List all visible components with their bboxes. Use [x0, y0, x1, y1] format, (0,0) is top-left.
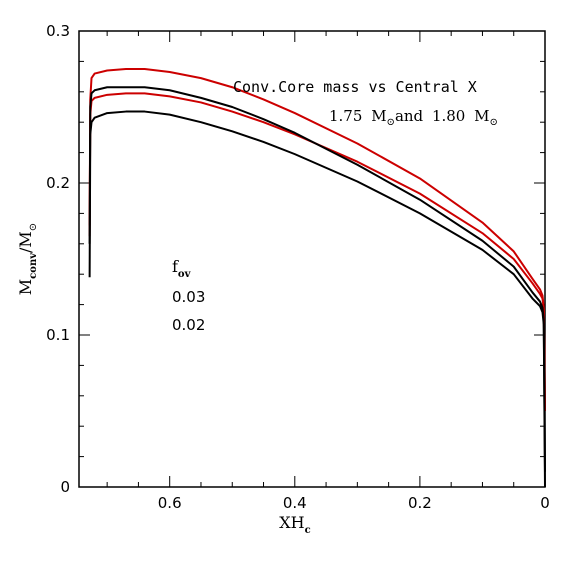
y-tick-label: 0.1: [46, 326, 70, 344]
y-tick-label: 0.3: [46, 22, 70, 40]
plot-frame: [78, 30, 546, 488]
series-line-1: [88, 68, 546, 412]
x-tick-label: 0.2: [408, 494, 432, 512]
legend-entry-fov-002: 0.02: [172, 316, 205, 334]
y-axis-label: Mconv/M⊙: [16, 223, 39, 295]
ticks: 0.6 0.4 0.2 0 0 0.1 0.2 0.3: [46, 22, 550, 512]
series-layer: [88, 68, 546, 488]
series-line-2: [88, 92, 546, 412]
series-line-4: [88, 110, 546, 488]
series-line-3: [88, 86, 546, 472]
x-tick-label: 0.4: [283, 494, 307, 512]
y-tick-label: 0.2: [46, 174, 70, 192]
chart-annotation-masses: 1.75 M⊙and 1.80 M⊙: [329, 107, 498, 128]
legend-title: fov: [172, 257, 192, 280]
y-tick-label: 0: [60, 478, 70, 496]
legend-entry-fov-003: 0.03: [172, 288, 205, 306]
x-tick-label: 0: [540, 494, 550, 512]
x-axis-label: XHc: [279, 513, 310, 536]
chart-annotation-title: Conv.Core mass vs Central X: [233, 78, 477, 96]
x-tick-label: 0.6: [158, 494, 182, 512]
